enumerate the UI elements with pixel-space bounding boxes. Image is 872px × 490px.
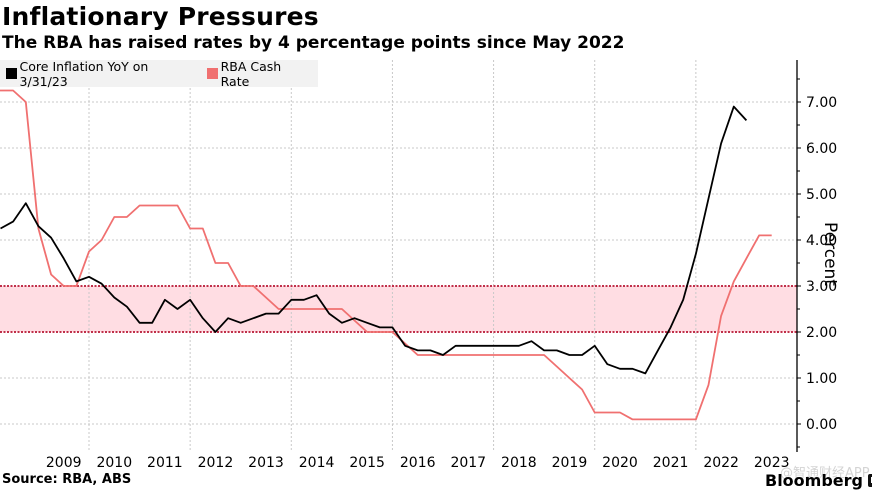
x-tick-label: 2016	[400, 455, 436, 471]
x-axis-labels: 2009 2010 2011 2012 2013 2014 2015 2016 2017 2018…	[46, 455, 790, 471]
watermark: @智通财经APP	[780, 466, 870, 481]
x-tick-label: 2010	[96, 455, 132, 471]
bloomberg-terminal-icon	[867, 474, 872, 487]
x-tick-label: 2009	[46, 455, 82, 471]
series-line-cash-rate	[0, 89, 772, 421]
legend-item-cash-rate[interactable]: RBA Cash Rate	[207, 59, 310, 89]
legend-swatch-core-inflation	[6, 68, 17, 79]
y-tick-label: 5.00	[806, 187, 837, 203]
legend: Core Inflation YoY on 3/31/23 RBA Cash R…	[0, 59, 318, 89]
x-tick-label: 2020	[602, 455, 638, 471]
legend-label-core-inflation: Core Inflation YoY on 3/31/23	[19, 58, 149, 89]
legend-item-core-inflation[interactable]: Core Inflation YoY on 3/31/23	[6, 59, 193, 89]
y-tick-label: 7.00	[806, 95, 837, 111]
series-lines	[0, 89, 772, 421]
x-tick-label: 2017	[450, 455, 486, 471]
gridlines	[0, 60, 798, 452]
y-axis: 0.00 1.00 2.00 3.00 4.00 5.00 6.00 7.00	[796, 60, 837, 452]
target-band	[0, 286, 797, 332]
x-tick-label: 2019	[552, 455, 588, 471]
y-tick-label: 4.00	[806, 233, 837, 249]
legend-label-cash-rate: RBA Cash Rate	[220, 58, 282, 89]
chart-subtitle: The RBA has raised rates by 4 percentage…	[2, 33, 625, 53]
x-tick-label: 2018	[501, 455, 537, 471]
source-note: Source: RBA, ABS	[2, 472, 132, 487]
x-tick-label: 2013	[248, 455, 284, 471]
x-tick-label: 2023	[754, 455, 790, 471]
y-tick-label: 6.00	[806, 141, 837, 157]
x-tick-label: 2014	[299, 455, 335, 471]
bloomberg-logo: Bloomberg	[765, 471, 872, 490]
x-tick-label: 2015	[349, 455, 385, 471]
y-tick-label: 3.00	[806, 279, 837, 295]
brand-name: Bloomberg	[765, 471, 863, 490]
x-tick-label: 2021	[653, 455, 689, 471]
y-axis-title: Percent	[820, 222, 840, 286]
y-tick-label: 0.00	[806, 417, 837, 433]
legend-swatch-cash-rate	[207, 68, 218, 79]
x-tick-label: 2022	[703, 455, 739, 471]
chart-title: Inflationary Pressures	[2, 2, 319, 31]
x-tick-label: 2012	[198, 455, 234, 471]
y-tick-label: 1.00	[806, 371, 837, 387]
x-tick-label: 2011	[147, 455, 183, 471]
y-tick-label: 2.00	[806, 325, 837, 341]
series-line-core-inflation	[0, 105, 748, 375]
target-band-fill	[0, 286, 797, 332]
